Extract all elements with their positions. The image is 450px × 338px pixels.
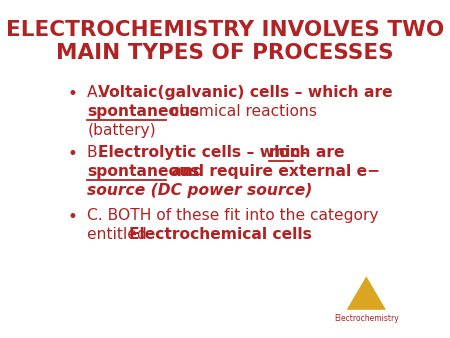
Text: MAIN TYPES OF PROCESSES: MAIN TYPES OF PROCESSES: [56, 43, 394, 63]
Text: spontaneous: spontaneous: [87, 164, 200, 179]
Text: and require external e−: and require external e−: [166, 164, 380, 179]
Text: ELECTROCHEMISTRY INVOLVES TWO: ELECTROCHEMISTRY INVOLVES TWO: [6, 20, 444, 40]
Polygon shape: [346, 276, 386, 310]
Text: A.: A.: [87, 85, 108, 100]
Text: •: •: [68, 85, 77, 103]
Text: entitled: entitled: [87, 227, 152, 242]
Text: Electrochemistry: Electrochemistry: [334, 314, 399, 323]
Text: Electrolytic cells – which are: Electrolytic cells – which are: [98, 145, 350, 160]
Text: chemical reactions: chemical reactions: [166, 104, 317, 119]
Text: Electrochemical cells: Electrochemical cells: [130, 227, 312, 242]
Text: spontaneous: spontaneous: [87, 104, 200, 119]
Text: •: •: [68, 145, 77, 163]
Text: C. BOTH of these fit into the category: C. BOTH of these fit into the category: [87, 208, 379, 222]
Text: B.: B.: [87, 145, 108, 160]
Text: (battery): (battery): [87, 123, 156, 138]
Text: non-: non-: [269, 145, 308, 160]
Text: source (DC power source): source (DC power source): [87, 183, 313, 198]
Text: Voltaic(galvanic) cells – which are: Voltaic(galvanic) cells – which are: [98, 85, 393, 100]
Text: •: •: [68, 208, 77, 225]
